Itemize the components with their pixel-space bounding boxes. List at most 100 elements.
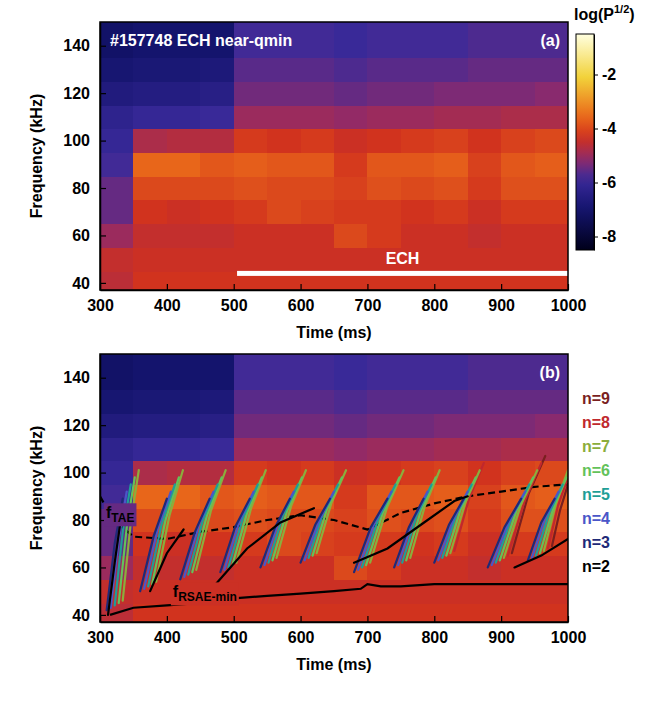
y-tick-label: 140	[63, 369, 90, 386]
cell	[334, 224, 368, 248]
cell	[501, 603, 535, 622]
cell	[100, 354, 134, 390]
figure: ECH3004005006007008009001000406080100120…	[0, 0, 653, 711]
cell	[535, 129, 568, 153]
cell	[334, 354, 368, 390]
x-axis: 3004005006007008009001000	[87, 284, 586, 314]
colorbar-tick-label: -2	[602, 66, 616, 83]
cell	[401, 58, 435, 82]
cell	[468, 200, 502, 224]
x-axis-line	[101, 290, 569, 292]
cell	[167, 271, 201, 290]
cell	[468, 152, 502, 176]
cell	[401, 224, 435, 248]
cell	[501, 247, 535, 271]
colorbar-tick-mark	[594, 129, 598, 130]
cell	[167, 58, 201, 82]
cell	[401, 152, 435, 176]
legend-entry: n=9	[582, 390, 610, 407]
cell	[434, 152, 468, 176]
cell	[434, 224, 468, 248]
cell	[334, 129, 368, 153]
x-tick-label: 700	[355, 629, 382, 646]
cell	[234, 247, 268, 271]
x-tick-label: 700	[355, 297, 382, 314]
cell	[301, 152, 335, 176]
cell	[167, 413, 201, 437]
x-tick: 600	[288, 616, 315, 646]
x-tick: 800	[421, 284, 448, 314]
cell	[334, 176, 368, 200]
cell	[267, 105, 301, 129]
y-axis-title: Frequency (kHz)	[28, 426, 45, 550]
legend-entry: n=6	[582, 462, 610, 479]
cell	[133, 105, 167, 129]
cell	[367, 129, 401, 153]
y-tick-mark	[100, 425, 106, 426]
y-tick-label: 80	[72, 180, 90, 197]
cell	[234, 437, 268, 461]
colorbar-axis-line	[594, 35, 595, 251]
x-tick: 400	[154, 284, 181, 314]
cell	[301, 176, 335, 200]
x-tick-label: 1000	[551, 629, 587, 646]
y-tick-mark	[100, 378, 106, 379]
panel: ECH3004005006007008009001000406080100120…	[28, 3, 635, 341]
x-tick-mark	[434, 284, 435, 290]
cell	[267, 461, 301, 485]
cell	[401, 354, 435, 390]
cell	[535, 58, 568, 82]
y-tick-mark	[100, 140, 106, 141]
label-sub: RSAE-min	[178, 590, 237, 604]
colorbar-tick-label: -6	[602, 174, 616, 191]
cell	[234, 603, 268, 622]
legend-entry: n=7	[582, 438, 610, 455]
cell	[401, 200, 435, 224]
cell	[501, 58, 535, 82]
legend: n=9n=8n=7n=6n=5n=4n=3n=2	[582, 390, 610, 575]
x-tick: 800	[421, 616, 448, 646]
cell	[535, 176, 568, 200]
cell	[100, 461, 134, 485]
cell	[267, 354, 301, 390]
cell	[367, 200, 401, 224]
y-axis-line	[100, 23, 102, 291]
cell	[301, 200, 335, 224]
cell	[535, 603, 568, 622]
panel-label: (a)	[540, 32, 560, 49]
cell	[367, 176, 401, 200]
spectrogram	[100, 22, 568, 290]
y-axis: 406080100120140	[63, 23, 106, 292]
cell	[267, 129, 301, 153]
curve-label: fRSAE-min	[173, 583, 237, 604]
cell	[267, 390, 301, 414]
y-tick-mark	[100, 188, 106, 189]
cell	[167, 354, 201, 390]
cell	[401, 390, 435, 414]
cell	[501, 224, 535, 248]
cell	[468, 224, 502, 248]
cell	[133, 271, 167, 290]
cell	[100, 224, 134, 248]
cell	[401, 81, 435, 105]
y-tick: 80	[72, 512, 106, 529]
x-tick-mark	[234, 284, 235, 290]
cell	[535, 556, 568, 580]
x-tick-mark	[167, 284, 168, 290]
cell	[100, 200, 134, 224]
annotation-label: ECH	[386, 250, 420, 267]
cell	[167, 129, 201, 153]
cell	[535, 224, 568, 248]
cell	[367, 58, 401, 82]
colorbar-axis: -2-4-6-8	[594, 35, 616, 251]
x-tick: 900	[488, 284, 515, 314]
label-sub: TAE	[111, 511, 134, 525]
cell	[167, 152, 201, 176]
cell	[234, 224, 268, 248]
y-tick-mark	[100, 235, 106, 236]
cell	[535, 81, 568, 105]
cell	[468, 22, 502, 58]
cell	[267, 413, 301, 437]
cell	[133, 58, 167, 82]
cell	[468, 603, 502, 622]
